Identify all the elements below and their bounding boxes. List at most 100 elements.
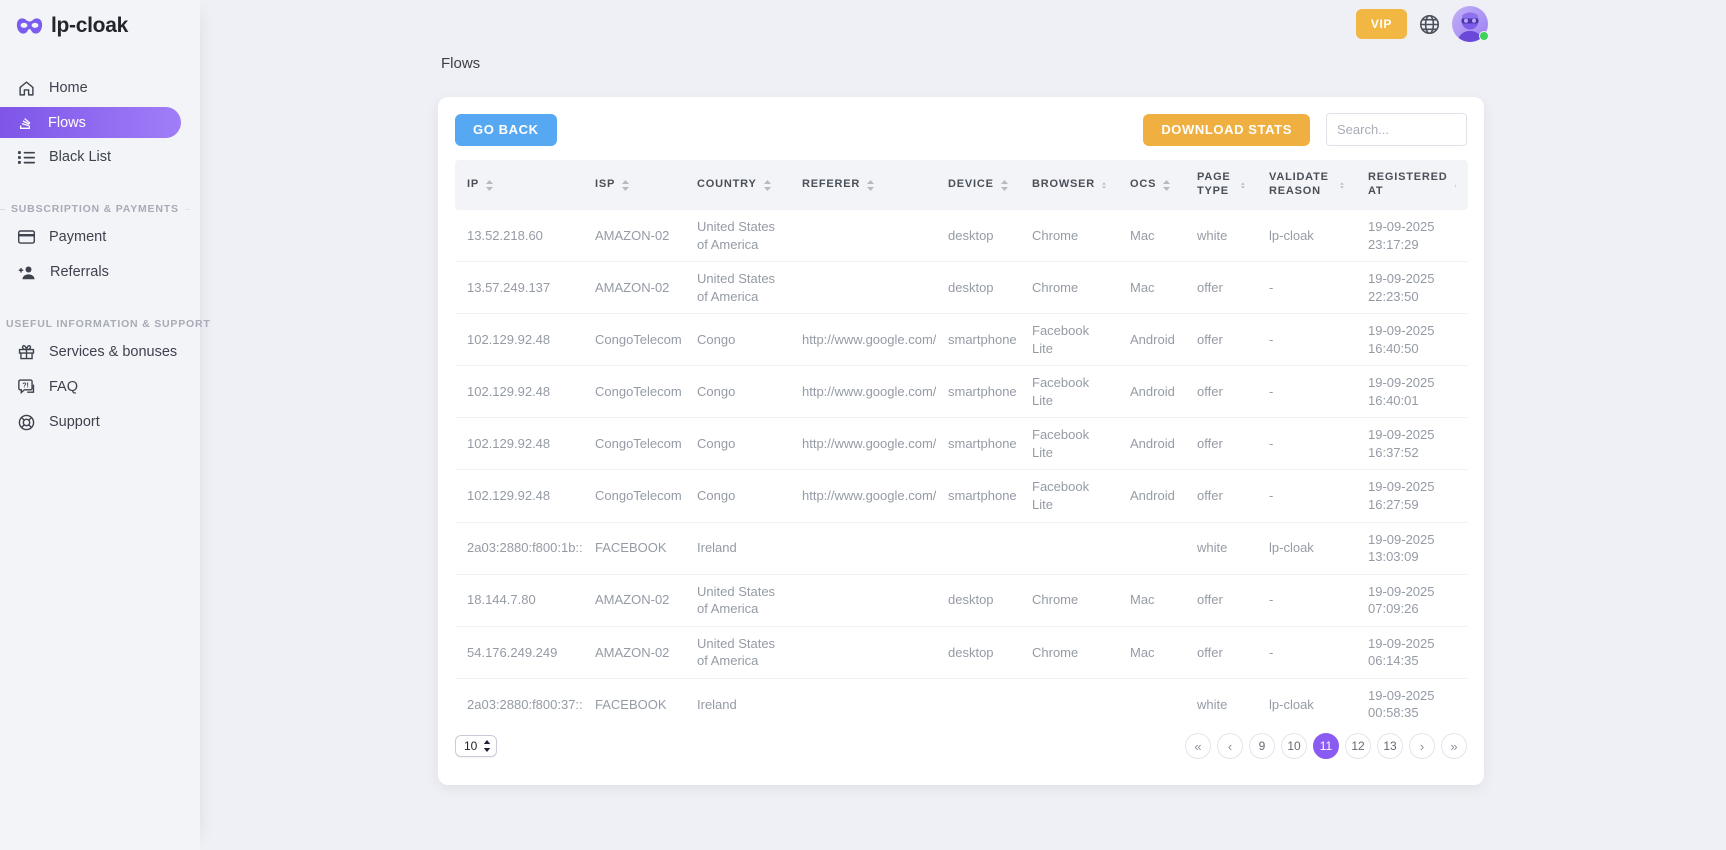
table-cell: AMAZON-02 xyxy=(583,261,685,315)
column-header-validate-reason[interactable]: VALIDATE REASON xyxy=(1257,160,1356,210)
sort-icon xyxy=(867,179,875,191)
table-cell: United States of America xyxy=(685,626,790,679)
table-cell: 2a03:2880:f800:37:: xyxy=(467,696,583,712)
table-cell: Chrome xyxy=(1020,574,1118,627)
sort-icon xyxy=(1241,182,1245,188)
sidebar-item-services-bonuses[interactable]: Services & bonuses xyxy=(0,336,200,368)
table-cell: Facebook Lite xyxy=(1020,469,1118,523)
table-cell: Mac xyxy=(1118,626,1185,679)
column-header-page-type[interactable]: PAGE TYPE xyxy=(1185,160,1257,210)
vip-button[interactable]: VIP xyxy=(1355,9,1407,39)
table-cell xyxy=(790,574,936,627)
table-cell: CongoTelecom xyxy=(583,417,685,471)
table-cell: 19-09-2025 16:37:52 xyxy=(1356,417,1468,471)
sidebar-item-flows[interactable]: Flows xyxy=(0,107,181,138)
search-input[interactable] xyxy=(1326,113,1467,146)
table-cell: white xyxy=(1185,210,1257,263)
column-header-device[interactable]: DEVICE xyxy=(936,160,1020,210)
table-cell: Android xyxy=(1118,469,1185,523)
table-cell: 54.176.249.249 xyxy=(455,626,583,679)
sidebar-item-home[interactable]: Home xyxy=(0,72,200,104)
table-cell: Congo xyxy=(685,417,790,471)
column-header-referer[interactable]: REFERER xyxy=(790,160,936,210)
column-header-label: ISP xyxy=(595,178,616,191)
page-button-13[interactable]: 13 xyxy=(1377,733,1403,760)
table-cell: lp-cloak xyxy=(1269,696,1314,712)
column-header-browser[interactable]: BROWSER xyxy=(1020,160,1118,210)
table-cell: Mac xyxy=(1118,574,1185,627)
column-header-label: BROWSER xyxy=(1032,178,1096,191)
toolbar: GO BACK DOWNLOAD STATS xyxy=(455,113,1467,146)
sidebar-item-payment[interactable]: Payment xyxy=(0,221,200,253)
sidebar-item-support[interactable]: Support xyxy=(0,406,200,438)
table-cell: FACEBOOK xyxy=(583,522,685,575)
table-cell: offer xyxy=(1185,365,1257,419)
sidebar-item-referrals[interactable]: Referrals xyxy=(0,256,200,288)
globe-icon[interactable] xyxy=(1419,14,1440,35)
avatar[interactable] xyxy=(1452,6,1489,42)
go-back-button[interactable]: GO BACK xyxy=(455,113,557,146)
table-cell: smartphone xyxy=(936,417,1020,471)
table-cell: Mac xyxy=(1118,210,1185,263)
column-header-country[interactable]: COUNTRY xyxy=(685,160,790,210)
table-cell xyxy=(1118,678,1185,730)
table-cell: http://www.google.com/ xyxy=(790,365,936,419)
last-page-button[interactable]: » xyxy=(1441,733,1467,760)
sidebar-item-black-list[interactable]: Black List xyxy=(0,141,200,173)
table-cell: - xyxy=(1257,469,1356,523)
sort-icon xyxy=(763,179,771,191)
sort-icon xyxy=(1163,179,1171,191)
table-cell: 102.129.92.48 xyxy=(455,417,583,471)
table-cell xyxy=(1118,522,1185,575)
column-header-label: OCS xyxy=(1130,178,1157,191)
page-button-12[interactable]: 12 xyxy=(1345,733,1371,760)
table-cell xyxy=(936,678,1020,730)
table-cell: desktop xyxy=(936,210,1020,263)
table-cell: 19-09-2025 23:17:29 xyxy=(1356,210,1468,263)
column-header-label: DEVICE xyxy=(948,178,994,191)
table-cell: offer xyxy=(1185,417,1257,471)
table-cell: - xyxy=(1257,417,1356,471)
column-header-isp[interactable]: ISP xyxy=(583,160,685,210)
sidebar-item-label: Services & bonuses xyxy=(49,344,178,360)
person-add-icon xyxy=(18,265,36,280)
sort-icon xyxy=(1102,181,1106,189)
table-cell: 19-09-2025 16:27:59 xyxy=(1356,469,1468,523)
column-header-ip[interactable]: IP xyxy=(455,160,583,210)
table-cell: Android xyxy=(1118,417,1185,471)
table-cell: offer xyxy=(1185,313,1257,367)
table-cell: desktop xyxy=(936,574,1020,627)
next-page-button[interactable]: › xyxy=(1409,733,1435,760)
sidebar-item-faq[interactable]: ?! FAQ xyxy=(0,371,200,403)
table-cell: desktop xyxy=(936,626,1020,679)
table-cell: 2a03:2880:f800:1b:: xyxy=(455,522,583,575)
column-header-ocs[interactable]: OCS xyxy=(1118,160,1185,210)
prev-page-button[interactable]: ‹ xyxy=(1217,733,1243,760)
table-cell: Facebook Lite xyxy=(1020,417,1118,471)
table-cell: - xyxy=(1257,313,1356,367)
table-cell: lp-cloak xyxy=(1257,522,1356,575)
page-button-11[interactable]: 11 xyxy=(1313,733,1339,760)
table-cell: 19-09-2025 07:09:26 xyxy=(1356,574,1468,627)
table-cell: Chrome xyxy=(1020,626,1118,679)
page-button-9[interactable]: 9 xyxy=(1249,733,1275,760)
table-cell: 19-09-2025 00:58:35 xyxy=(1368,687,1435,721)
table-cell xyxy=(790,210,936,263)
download-stats-button[interactable]: DOWNLOAD STATS xyxy=(1143,113,1310,146)
table-cell: 19-09-2025 13:03:09 xyxy=(1356,522,1468,575)
table-cell: http://www.google.com/ xyxy=(790,469,936,523)
flows-card: GO BACK DOWNLOAD STATS IP ISP COUNTRY REFER… xyxy=(438,97,1484,785)
table-header-row: IP ISP COUNTRY REFERER DEVICE BROWSER OCS PAGE … xyxy=(455,160,1468,210)
page-size-select[interactable]: 10 xyxy=(455,735,498,758)
select-stepper-icon xyxy=(484,740,491,753)
column-header-registered-at[interactable]: REGISTERED AT xyxy=(1356,160,1468,210)
brand[interactable]: lp-cloak xyxy=(0,10,200,38)
column-header-label: IP xyxy=(467,178,479,191)
page-size-value: 10 xyxy=(464,739,478,754)
first-page-button[interactable]: « xyxy=(1185,733,1211,760)
table-row: 102.129.92.48 CongoTelecom Congo http://www… xyxy=(455,313,1468,367)
table-cell: Congo xyxy=(685,313,790,367)
flows-icon xyxy=(18,115,34,131)
page-button-10[interactable]: 10 xyxy=(1281,733,1307,760)
table-cell: offer xyxy=(1185,574,1257,627)
